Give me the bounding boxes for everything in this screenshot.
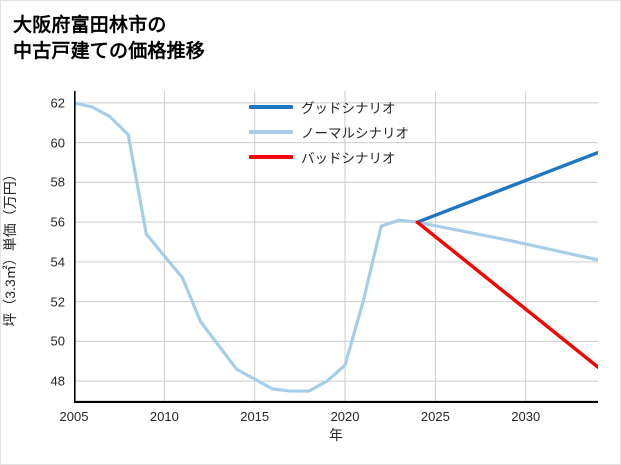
- y-tick-label: 56: [50, 214, 65, 230]
- page-title: 大阪府富田林市の 中古戸建ての価格推移: [13, 15, 206, 62]
- y-tick-label: 62: [50, 95, 65, 111]
- y-axis-label: 坪（3.3㎡）単価（万円）: [2, 167, 18, 327]
- x-axis-label: 年: [329, 427, 343, 443]
- legend-label: ノーマルシナリオ: [301, 126, 409, 141]
- x-tick-label: 2020: [330, 409, 360, 424]
- series-line: [415, 220, 598, 369]
- y-tick-label: 52: [50, 294, 65, 310]
- x-tick-label: 2005: [59, 409, 89, 424]
- series-line: [74, 101, 598, 393]
- x-tick-label: 2010: [149, 409, 179, 424]
- legend-swatch: [249, 105, 293, 109]
- y-tick-label: 58: [50, 174, 65, 190]
- legend-swatch: [249, 130, 293, 134]
- gridlines: [74, 91, 598, 403]
- legend-label: バッドシナリオ: [301, 151, 396, 166]
- chart-canvas: [74, 91, 598, 403]
- x-tick-label: 2030: [511, 409, 541, 424]
- y-tick-label: 50: [50, 333, 65, 349]
- y-tick-label: 48: [50, 373, 65, 389]
- y-tick-label: 60: [50, 135, 65, 151]
- legend-label: グッドシナリオ: [301, 101, 396, 116]
- plot-area: [74, 91, 598, 403]
- y-tick-label: 54: [50, 254, 65, 270]
- data-series: [74, 101, 598, 393]
- x-tick-label: 2025: [420, 409, 450, 424]
- legend-swatch: [249, 155, 293, 159]
- x-tick-label: 2015: [240, 409, 270, 424]
- series-line: [415, 150, 598, 224]
